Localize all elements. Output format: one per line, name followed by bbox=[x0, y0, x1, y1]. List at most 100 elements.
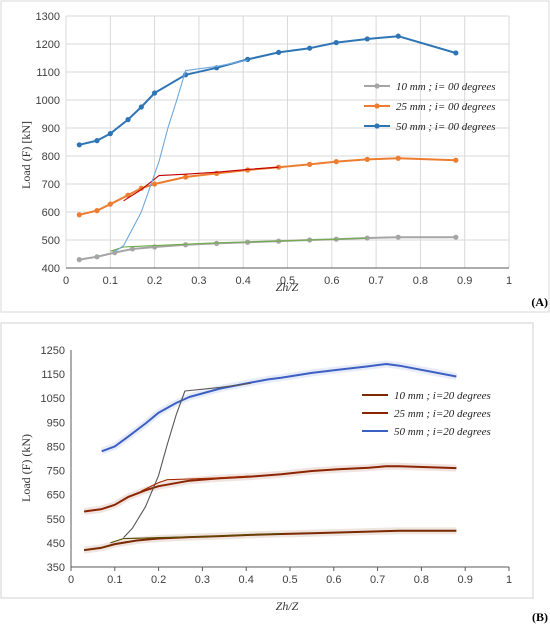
a-x-tick-label: 0.4 bbox=[236, 275, 251, 287]
a-series-1-point bbox=[94, 208, 100, 214]
a-series-1-point bbox=[125, 192, 131, 198]
a-series-4-line bbox=[123, 166, 279, 202]
a-x-tick-label: 1 bbox=[506, 275, 512, 287]
b-legend-label: 10 mm ; i=20 degrees bbox=[394, 390, 491, 402]
b-x-tick-label: 0.1 bbox=[107, 574, 122, 586]
a-series-0-point bbox=[214, 240, 220, 246]
b-series-3-line bbox=[123, 382, 251, 538]
b-x-tick-label: 0.6 bbox=[326, 574, 341, 586]
a-series-2-point bbox=[138, 104, 144, 110]
b-y-tick-label: 1250 bbox=[41, 345, 65, 357]
a-series-2-point bbox=[152, 90, 158, 96]
a-series-0-point bbox=[129, 246, 136, 252]
a-series-1-point bbox=[333, 159, 339, 165]
b-x-tick-label: 0.4 bbox=[239, 574, 254, 586]
a-legend-label: 10 mm ; i= 00 degrees bbox=[396, 81, 496, 93]
b-legend-label: 25 mm ; i=20 degrees bbox=[394, 408, 491, 420]
a-legend-marker bbox=[374, 103, 380, 109]
a-y-tick-label: 1100 bbox=[36, 67, 60, 79]
a-x-tick-label: 0.5 bbox=[280, 275, 295, 287]
a-series-1-point bbox=[183, 174, 189, 180]
a-series-0-point bbox=[364, 235, 370, 241]
a-series-0-point bbox=[76, 257, 82, 263]
a-x-tick-label: 0.8 bbox=[413, 275, 428, 287]
b-series-5-line bbox=[140, 475, 251, 492]
chart-a-svg: 400 500 600 700 800 900 1000 1100 1200 1300 0 0.1 0.… bbox=[0, 0, 550, 313]
b-y-tick-label: 350 bbox=[47, 562, 65, 574]
a-series-1-point bbox=[395, 155, 401, 161]
b-y-tick-label: 1050 bbox=[41, 393, 65, 405]
b-x-tick-label: 0.7 bbox=[370, 574, 385, 586]
a-series-2-point bbox=[364, 36, 370, 42]
a-series-2-point bbox=[453, 50, 459, 56]
a-series-0-point bbox=[395, 234, 401, 240]
a-series-0-point bbox=[94, 254, 100, 260]
chart-b-frame bbox=[0, 322, 534, 599]
chart-b-series bbox=[83, 360, 458, 554]
chart-b-axes: 350 450 550 650 750 850 950 1050 1150 1250 0 0.1 0.2… bbox=[41, 345, 513, 586]
chart-panel-b: 350 450 550 650 750 850 950 1050 1150 1250 0 0.1 0.2… bbox=[0, 313, 550, 626]
a-series-1-point bbox=[138, 185, 144, 191]
a-series-0-point bbox=[453, 234, 459, 240]
a-legend-marker bbox=[374, 123, 380, 129]
a-series-1-point bbox=[152, 181, 158, 187]
a-y-tick-label: 900 bbox=[42, 123, 60, 135]
a-series-2-point bbox=[125, 117, 131, 123]
a-series-3-line bbox=[110, 237, 368, 252]
a-legend-label: 25 mm ; i= 00 degrees bbox=[396, 101, 496, 113]
a-series-1-point bbox=[107, 201, 113, 207]
b-x-tick-label: 0 bbox=[68, 574, 74, 586]
a-x-tick-label: 0.2 bbox=[147, 275, 162, 287]
a-y-tick-label: 600 bbox=[42, 207, 60, 219]
a-y-tick-label: 500 bbox=[42, 235, 60, 247]
a-series-1-point bbox=[453, 157, 459, 163]
a-series-2-point bbox=[333, 40, 339, 46]
chart-b-panel-label: (B) bbox=[532, 610, 548, 624]
chart-a-y-axis-title: Load (F) [kN] bbox=[19, 121, 33, 189]
b-series-2-line bbox=[101, 363, 457, 453]
a-x-tick-label: 0 bbox=[63, 275, 69, 287]
a-series-1-point bbox=[245, 167, 251, 173]
a-series-0-point bbox=[183, 242, 189, 248]
a-series-1-point bbox=[76, 212, 82, 218]
b-y-tick-label: 1150 bbox=[41, 369, 65, 381]
b-y-tick-label: 550 bbox=[47, 514, 65, 526]
a-y-tick-label: 400 bbox=[42, 263, 60, 275]
chart-panel-a: 400 500 600 700 800 900 1000 1100 1200 1300 0 0.1 0.… bbox=[0, 0, 550, 313]
a-x-tick-label: 0.6 bbox=[324, 275, 339, 287]
b-legend-label: 50 mm ; i=20 degrees bbox=[394, 426, 491, 438]
a-series-1-point bbox=[276, 164, 282, 170]
a-series-2-point bbox=[76, 142, 82, 148]
a-series-5-line bbox=[114, 59, 248, 253]
a-x-tick-label: 0.7 bbox=[368, 275, 383, 287]
a-series-2-point bbox=[94, 138, 100, 144]
chart-a-legend: 10 mm ; i= 00 degrees 25 mm ; i= 00 degre… bbox=[364, 81, 496, 133]
a-x-tick-label: 0.9 bbox=[457, 275, 472, 287]
chart-b-x-axis-title: Zh/Z bbox=[276, 599, 299, 613]
a-series-2-point bbox=[245, 56, 251, 63]
b-x-tick-label: 0.3 bbox=[195, 574, 210, 586]
chart-b-y-axis-title: Load (F) (kN) bbox=[19, 434, 33, 502]
chart-a-x-axis-title: Zh/Z bbox=[276, 280, 299, 294]
a-x-tick-label: 0.3 bbox=[191, 275, 206, 287]
b-x-tick-label: 0.8 bbox=[414, 574, 429, 586]
a-y-tick-label: 800 bbox=[42, 151, 60, 163]
b-x-tick-label: 0.2 bbox=[151, 574, 166, 586]
a-series-1-point bbox=[307, 161, 313, 167]
a-series-1-point bbox=[364, 156, 370, 162]
b-y-tick-label: 750 bbox=[47, 466, 65, 478]
b-y-tick-label: 850 bbox=[47, 441, 65, 453]
chart-a-axes: 400 500 600 700 800 900 1000 1100 1200 1300 0 0.1 0.… bbox=[36, 11, 513, 287]
b-x-tick-label: 1 bbox=[506, 574, 512, 586]
a-legend-marker bbox=[374, 83, 380, 89]
a-series-2-point bbox=[307, 45, 313, 51]
chart-a-series bbox=[76, 33, 459, 263]
b-y-tick-label: 450 bbox=[47, 538, 65, 550]
a-y-tick-label: 1000 bbox=[36, 95, 60, 107]
a-series-2-point bbox=[107, 131, 113, 137]
chart-a-panel-label: (A) bbox=[531, 295, 548, 309]
a-y-tick-label: 700 bbox=[42, 179, 60, 191]
b-x-tick-label: 0.9 bbox=[458, 574, 473, 586]
chart-b-svg: 350 450 550 650 750 850 950 1050 1150 1250 0 0.1 0.2… bbox=[0, 322, 548, 624]
a-series-2-point bbox=[276, 49, 282, 56]
